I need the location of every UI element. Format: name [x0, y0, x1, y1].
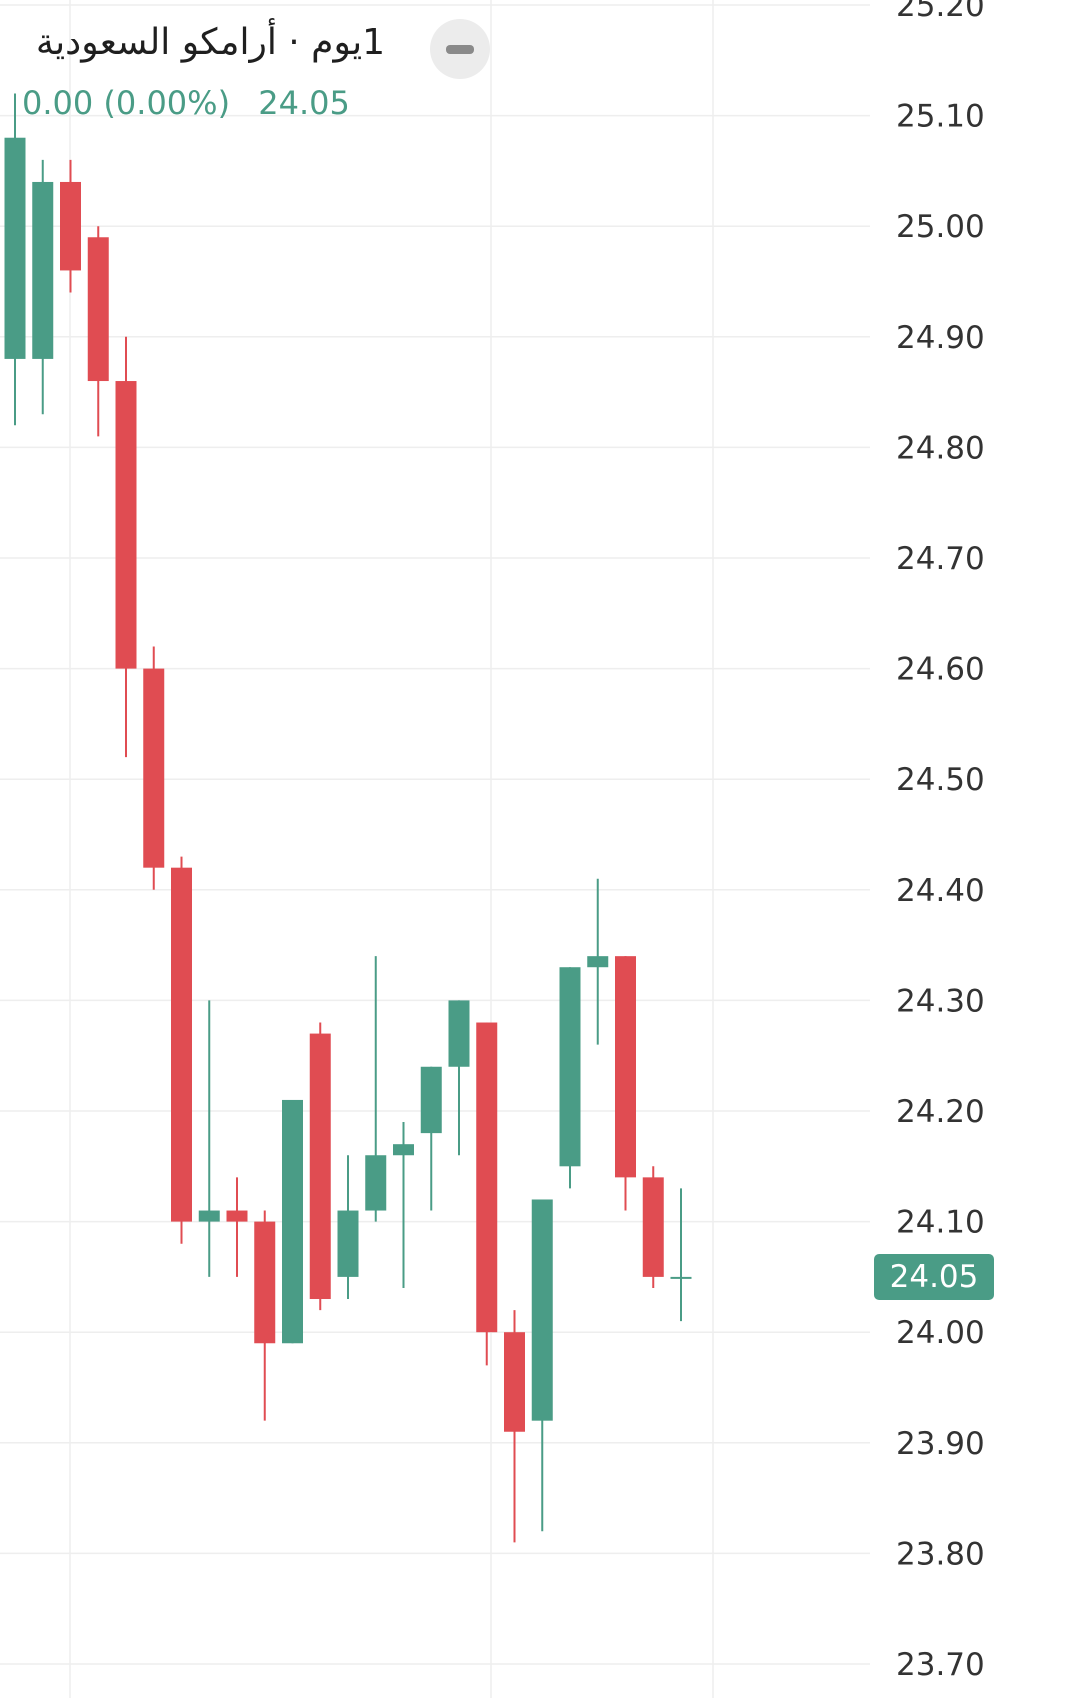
y-tick-label: 24.80 [896, 430, 985, 466]
candle-body [420, 1066, 442, 1134]
candle-body [87, 237, 109, 382]
collapse-legend-button[interactable] [430, 19, 490, 79]
candle-body [32, 181, 54, 359]
y-tick-label: 24.00 [896, 1315, 985, 1351]
minus-icon [446, 45, 474, 54]
candle-body [642, 1177, 664, 1277]
candle-body [226, 1210, 248, 1222]
y-tick-label: 24.10 [896, 1205, 985, 1241]
candle-body [309, 1033, 331, 1300]
candle-body [559, 967, 581, 1167]
chart-title: 1يوم · أرامكو السعودية [35, 22, 385, 63]
price-legend: 0.00 (0.00%) 24.05 [22, 84, 350, 122]
candle-body [337, 1210, 359, 1277]
y-tick-label: 25.00 [896, 209, 985, 245]
y-tick-label: 23.70 [896, 1647, 985, 1683]
candle-body [615, 956, 636, 1178]
candle-body [476, 1022, 498, 1333]
y-tick-label: 24.50 [896, 762, 985, 798]
y-tick-label: 25.20 [896, 0, 985, 24]
candle-body [365, 1155, 387, 1211]
candle-body [282, 1099, 303, 1344]
candle-body [171, 867, 192, 1222]
candle-body [4, 137, 26, 359]
y-tick-label: 23.90 [896, 1426, 985, 1462]
y-tick-label: 24.90 [896, 320, 985, 356]
current-price-badge: 24.05 [874, 1253, 994, 1300]
y-tick-label: 24.30 [896, 983, 985, 1019]
price-change-value: 0.00 (0.00%) [22, 84, 231, 122]
y-tick-label: 24.20 [896, 1094, 985, 1130]
candle-body [448, 1000, 470, 1067]
candle-body [531, 1199, 553, 1421]
y-tick-label: 24.40 [896, 873, 985, 909]
candle-body [504, 1332, 525, 1432]
y-tick-label: 25.10 [896, 99, 985, 135]
candle-body [198, 1210, 220, 1222]
candle-body [393, 1144, 414, 1156]
last-price-value: 24.05 [258, 84, 350, 122]
y-tick-label: 24.70 [896, 541, 985, 577]
candle-body [60, 181, 81, 271]
candle-body [115, 381, 137, 669]
candle-body [587, 956, 609, 968]
candle-body [143, 668, 165, 868]
y-tick-label: 23.80 [896, 1536, 985, 1572]
candle-body [254, 1221, 276, 1344]
candle-body [670, 1276, 692, 1279]
y-tick-label: 24.60 [896, 652, 985, 688]
